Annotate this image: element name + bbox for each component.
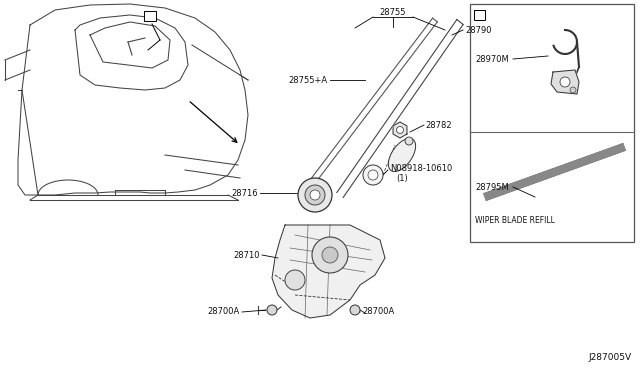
Text: J287005V: J287005V	[589, 353, 632, 362]
Text: 28782: 28782	[425, 121, 452, 129]
Polygon shape	[484, 144, 625, 200]
Circle shape	[298, 178, 332, 212]
Circle shape	[397, 126, 403, 134]
Circle shape	[368, 170, 378, 180]
Polygon shape	[272, 225, 385, 318]
Polygon shape	[393, 122, 407, 138]
Text: 28790: 28790	[465, 26, 492, 35]
Text: N: N	[369, 172, 374, 178]
Text: A: A	[147, 12, 153, 20]
Text: 28795M: 28795M	[475, 183, 509, 192]
Text: A: A	[476, 10, 483, 19]
Circle shape	[560, 77, 570, 87]
Circle shape	[312, 237, 348, 273]
Circle shape	[305, 185, 325, 205]
Text: 28755: 28755	[380, 7, 406, 16]
Circle shape	[405, 137, 413, 145]
Bar	[144, 11, 156, 21]
Text: 28700A: 28700A	[208, 308, 240, 317]
Bar	[470, 4, 634, 242]
Text: 28700A: 28700A	[362, 308, 394, 317]
Text: 28710: 28710	[234, 250, 260, 260]
Circle shape	[363, 165, 383, 185]
Ellipse shape	[388, 138, 415, 171]
Circle shape	[285, 270, 305, 290]
Circle shape	[310, 190, 320, 200]
Polygon shape	[551, 70, 579, 94]
Text: 28970M: 28970M	[475, 55, 509, 64]
Circle shape	[267, 305, 277, 315]
Text: (1): (1)	[396, 173, 408, 183]
Bar	[474, 10, 485, 20]
Circle shape	[322, 247, 338, 263]
Text: 28716: 28716	[232, 189, 258, 198]
Text: WIPER BLADE REFILL: WIPER BLADE REFILL	[475, 215, 555, 224]
Text: 28755+A: 28755+A	[289, 76, 328, 84]
Circle shape	[570, 87, 576, 93]
Text: N08918-10610: N08918-10610	[390, 164, 452, 173]
Circle shape	[350, 305, 360, 315]
